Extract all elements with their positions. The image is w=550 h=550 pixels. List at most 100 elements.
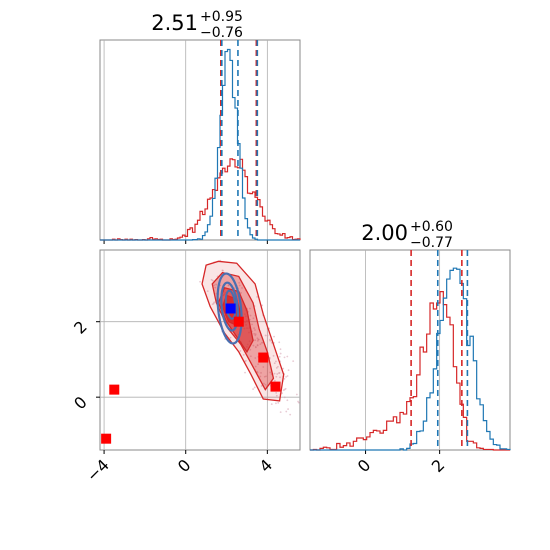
sample-point xyxy=(289,413,292,416)
red-histogram xyxy=(310,290,510,451)
sample-point xyxy=(264,334,267,337)
sample-point xyxy=(253,327,255,330)
sample-point xyxy=(279,376,281,379)
axes-frame xyxy=(99,249,301,451)
sample-point xyxy=(287,408,289,410)
sample-point xyxy=(264,383,267,386)
title-lower-error: −0.77 xyxy=(410,235,453,251)
x-tick-label: 0 xyxy=(174,455,195,476)
sample-point xyxy=(273,379,276,382)
sample-point xyxy=(254,329,256,331)
title-upper-error: +0.95 xyxy=(200,9,243,25)
sample-point xyxy=(261,341,264,344)
sample-point xyxy=(262,366,265,368)
sample-point xyxy=(283,377,286,380)
sample-point xyxy=(272,354,275,357)
sample-point xyxy=(238,284,241,287)
sample-point xyxy=(282,389,285,392)
sample-point xyxy=(263,382,265,385)
sample-point xyxy=(256,296,259,298)
sample-point xyxy=(213,284,215,287)
sample-point xyxy=(254,333,257,336)
sample-point xyxy=(261,304,264,307)
axes-frame xyxy=(99,39,301,241)
sample-point xyxy=(273,335,275,338)
sample-point xyxy=(254,339,257,342)
sample-point xyxy=(275,402,277,405)
title-median: 2.00 xyxy=(361,221,408,245)
sample-point xyxy=(275,360,277,363)
axes-frame xyxy=(309,249,511,451)
x-tick-label: 2 xyxy=(428,455,449,476)
sample-point xyxy=(278,355,281,358)
sample-point xyxy=(292,360,295,363)
title-param-1: 2.51 +0.95−0.76 xyxy=(151,9,243,41)
sample-point xyxy=(283,396,286,399)
sample-point xyxy=(244,371,246,374)
sample-point xyxy=(266,334,269,337)
blue-contour-mid xyxy=(220,281,239,332)
blue-histogram xyxy=(310,267,511,451)
x-tick-label: 4 xyxy=(256,455,277,476)
sample-point xyxy=(275,392,278,394)
y-tick-label: 0 xyxy=(70,393,91,414)
sample-point xyxy=(256,337,259,340)
sample-point xyxy=(287,369,290,372)
sample-point xyxy=(259,343,262,346)
sample-point xyxy=(282,367,285,370)
sample-point xyxy=(281,392,284,395)
blue-marker xyxy=(225,303,236,314)
sample-point xyxy=(199,280,201,283)
sample-point xyxy=(285,410,288,413)
red-marker xyxy=(101,433,112,444)
title-upper-error: +0.60 xyxy=(410,219,453,235)
sample-point xyxy=(270,403,273,406)
sample-point xyxy=(276,373,279,375)
sample-point xyxy=(242,353,245,356)
sample-point xyxy=(253,332,256,335)
sample-point xyxy=(249,307,251,310)
blue-histogram xyxy=(100,48,300,241)
sample-point xyxy=(241,287,243,289)
title-param-2: 2.00 +0.60−0.77 xyxy=(361,219,453,251)
red-histogram xyxy=(100,158,301,241)
sample-point xyxy=(211,279,214,282)
sample-point xyxy=(286,399,289,402)
sample-point xyxy=(278,372,280,375)
sample-point xyxy=(286,375,289,377)
sample-point xyxy=(252,388,255,390)
sample-point xyxy=(275,367,278,369)
sample-point xyxy=(273,362,276,365)
sample-point xyxy=(238,281,241,284)
sample-point xyxy=(256,344,259,347)
sample-point xyxy=(214,286,217,289)
y-tick-label: 2 xyxy=(70,317,91,338)
sample-point xyxy=(257,363,260,366)
sample-point xyxy=(252,317,255,320)
sample-point xyxy=(256,339,259,342)
red-marker xyxy=(258,352,269,363)
sample-point xyxy=(215,283,218,286)
x-tick-label: 0 xyxy=(354,455,375,476)
sample-point xyxy=(206,290,209,293)
sample-point xyxy=(275,394,278,397)
sample-point xyxy=(254,365,257,368)
sample-point xyxy=(275,375,278,378)
sample-point xyxy=(279,348,282,351)
sample-point xyxy=(227,284,230,287)
panel-titles: 2.51 +0.95−0.76 2.00 +0.60−0.77 xyxy=(151,9,453,251)
sample-point xyxy=(240,291,242,294)
sample-point xyxy=(283,356,286,359)
sample-point xyxy=(253,386,256,389)
sample-point xyxy=(269,338,271,341)
sample-point xyxy=(221,269,224,272)
sample-point xyxy=(286,355,289,358)
sample-point xyxy=(211,303,214,306)
red-marker xyxy=(109,384,120,395)
sample-point xyxy=(273,372,276,375)
sample-point xyxy=(263,375,266,378)
sample-point xyxy=(277,365,279,368)
sample-point xyxy=(249,348,252,351)
sample-point xyxy=(285,375,287,378)
